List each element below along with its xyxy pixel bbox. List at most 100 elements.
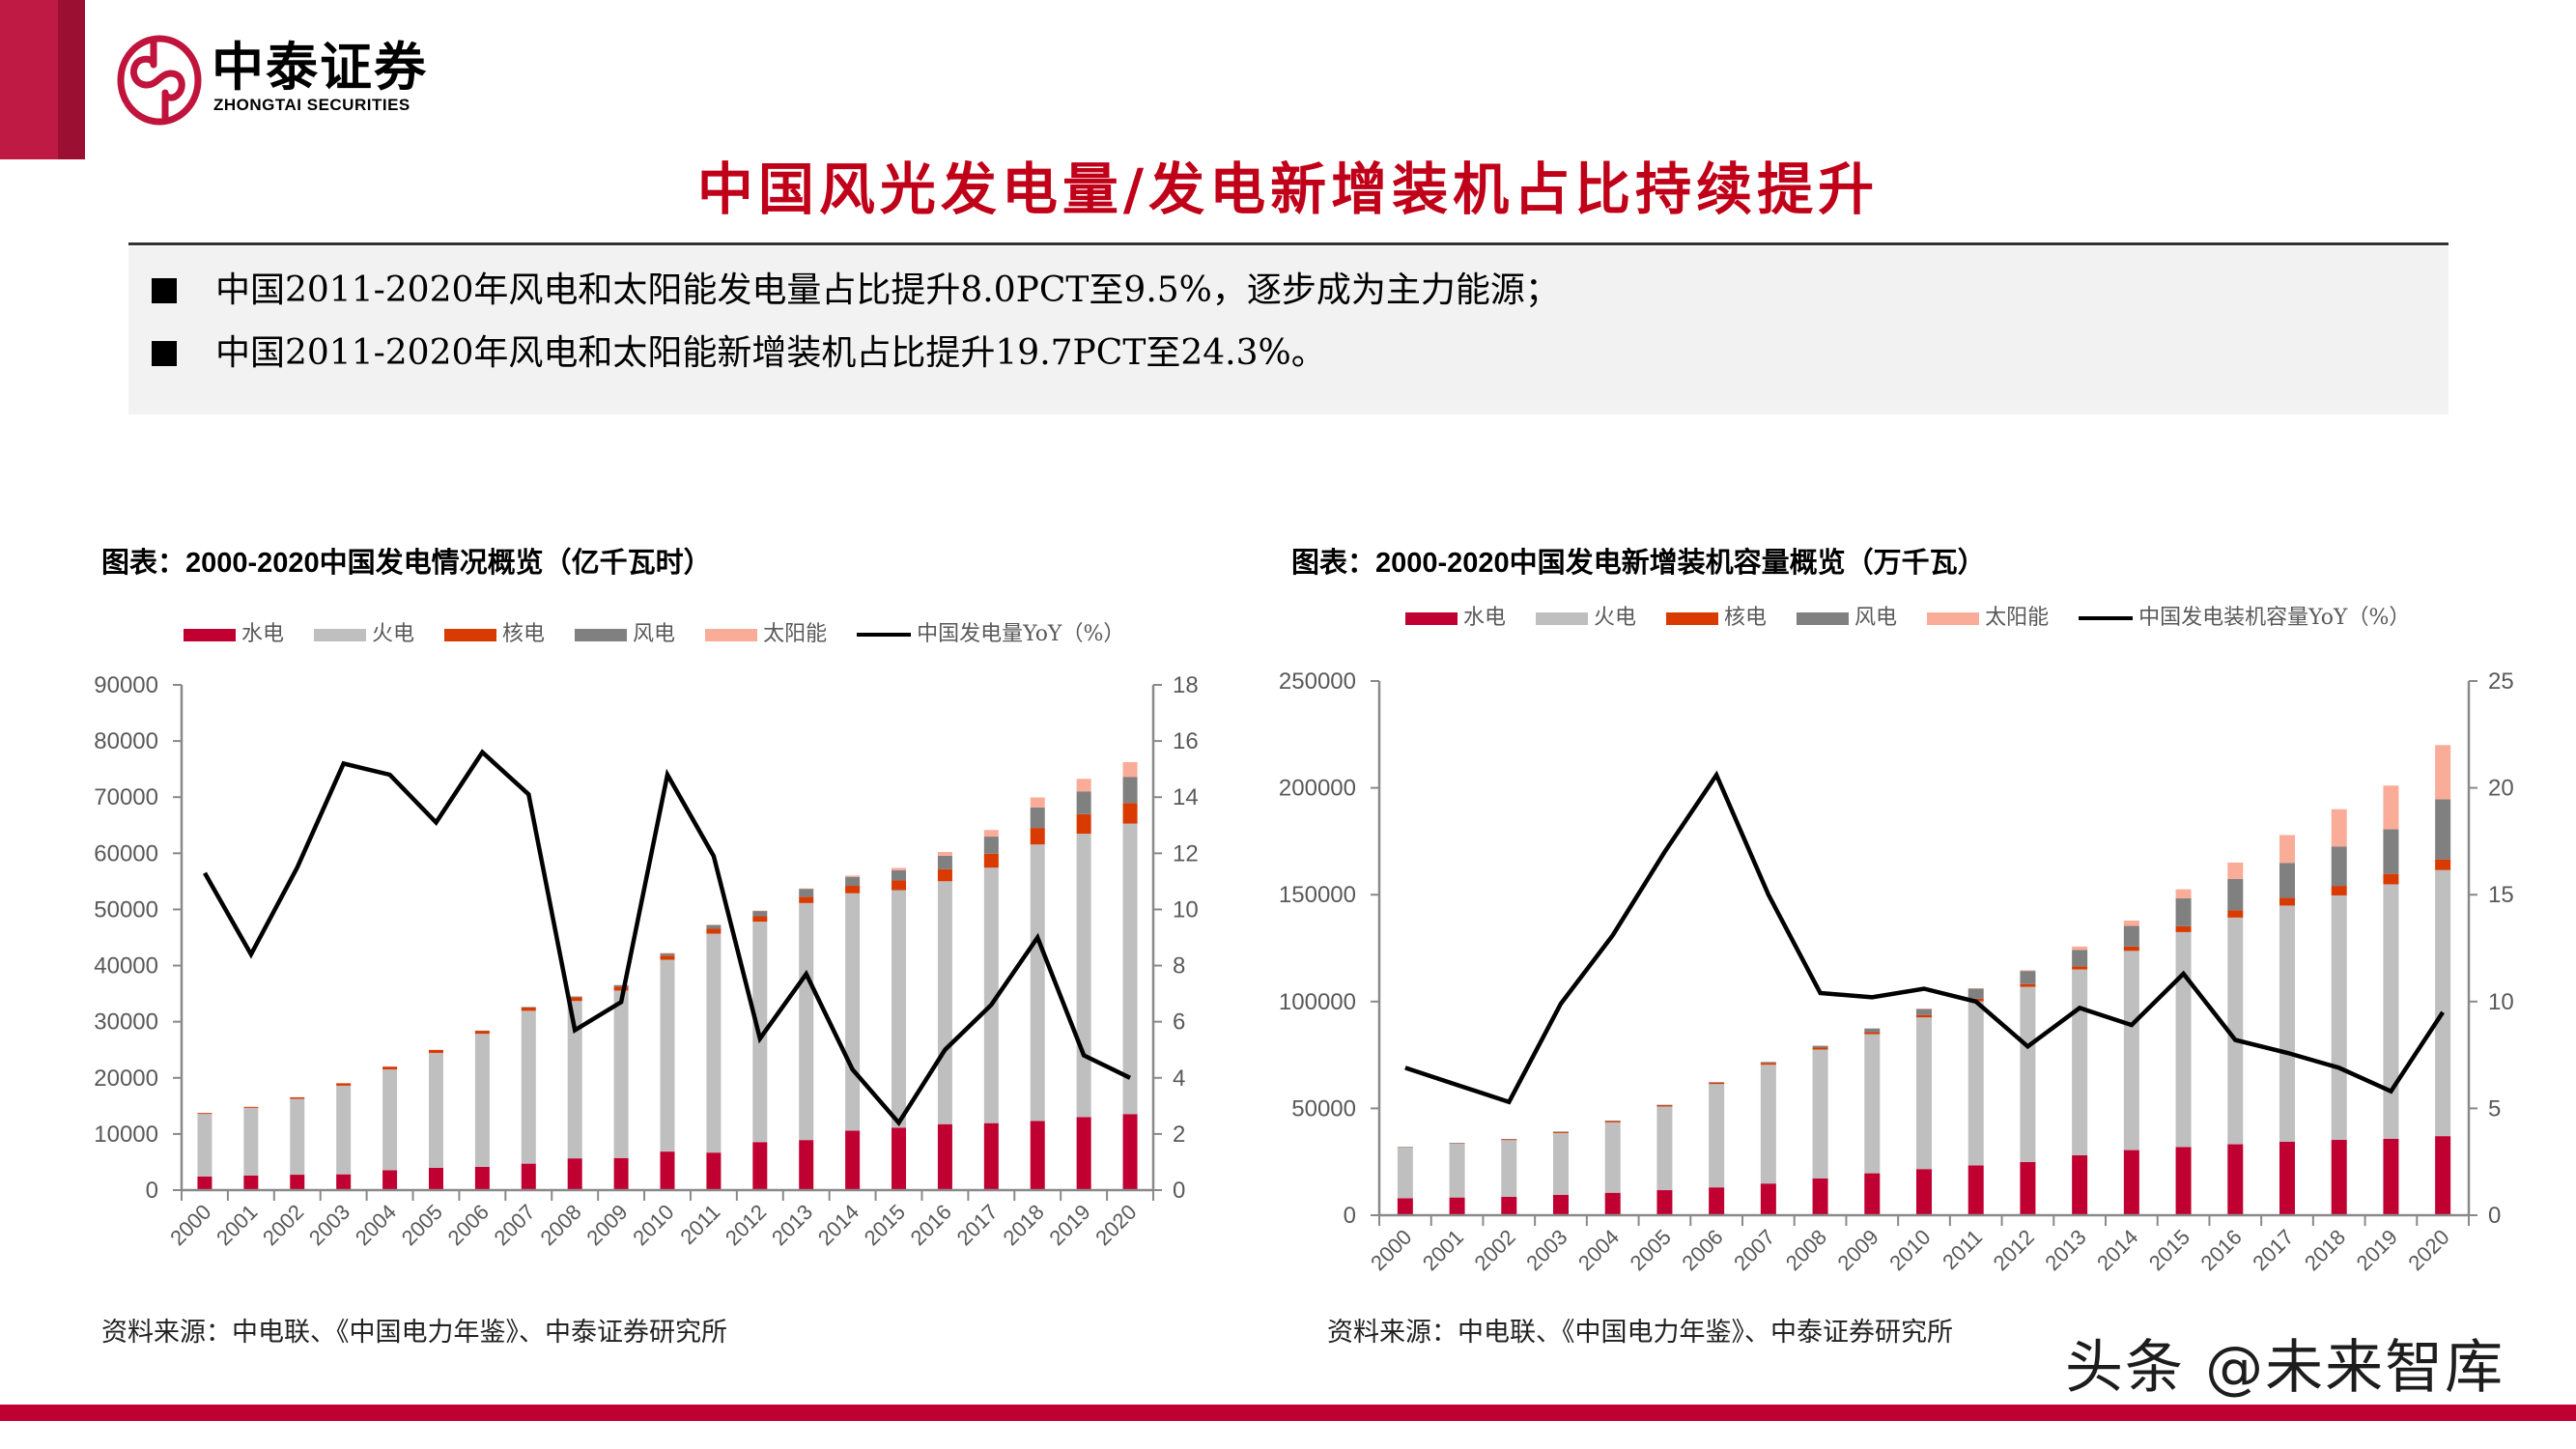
bar-segment xyxy=(1449,1143,1465,1144)
bar-segment xyxy=(2072,1154,2088,1215)
bar-segment xyxy=(752,910,768,917)
legend-item-nuclear: 核电 xyxy=(1666,607,1767,630)
bar-segment xyxy=(799,896,814,903)
legend-swatch-solar xyxy=(705,628,758,641)
x-tick-label: 2018 xyxy=(2300,1225,2350,1275)
bar-segment xyxy=(1030,797,1045,808)
yoy-line xyxy=(203,749,1131,1127)
bar-segment xyxy=(1967,988,1984,989)
bar-segment xyxy=(521,1007,536,1011)
y-tick-label: 50000 xyxy=(94,896,158,923)
y2-tick-label: 8 xyxy=(1173,953,1185,980)
legend-item-hydro: 水电 xyxy=(1405,607,1506,630)
bar-segment xyxy=(1760,1062,1776,1064)
bar-segment xyxy=(243,1107,259,1176)
bar-segment xyxy=(1397,1147,1413,1199)
bar-segment xyxy=(2123,946,2139,952)
bar-segment xyxy=(2072,969,2088,1155)
bar-segment xyxy=(567,997,582,1002)
bar-segment xyxy=(613,990,629,1158)
bar-segment xyxy=(1812,1049,1828,1179)
legend-swatch-hydro xyxy=(184,628,236,641)
bar-segment xyxy=(1967,1001,1984,1166)
bar-segment xyxy=(1656,1104,1673,1106)
bar-segment xyxy=(1709,1082,1725,1083)
y-tick-label: 70000 xyxy=(94,784,158,810)
bar-segment xyxy=(2020,983,2036,987)
legend-item-solar: 太阳能 xyxy=(1927,607,2049,630)
legend-label: 风电 xyxy=(633,622,676,646)
x-tick-label: 2000 xyxy=(1366,1225,1416,1275)
bar-segment xyxy=(613,984,629,987)
bar-segment xyxy=(799,1140,814,1190)
y2-tick-label: 10 xyxy=(1173,896,1199,923)
bar-segment xyxy=(2123,925,2139,947)
bar-segment xyxy=(2279,863,2295,898)
bar-segment xyxy=(521,1010,536,1164)
bar-segment xyxy=(2383,873,2399,885)
legend-swatch-nuclear xyxy=(444,628,497,641)
y2-tick-label: 12 xyxy=(1173,840,1199,867)
x-tick-label: 2013 xyxy=(2040,1225,2090,1275)
bar-segment xyxy=(2383,884,2399,1139)
bar-segment xyxy=(290,1098,305,1176)
bar-segment xyxy=(706,924,722,925)
bar-segment xyxy=(1709,1084,1725,1188)
bar-segment xyxy=(2227,917,2244,1145)
y-tick-label: 150000 xyxy=(1279,882,1356,908)
bar-segment xyxy=(2072,946,2088,951)
bar-segment xyxy=(1076,779,1091,792)
x-tick-label: 2001 xyxy=(1418,1225,1468,1275)
bar-segment xyxy=(1967,988,1984,999)
bar-segment xyxy=(2227,878,2244,911)
bar-segment xyxy=(2279,897,2295,906)
bar-segment xyxy=(1449,1197,1465,1215)
x-tick-label: 2011 xyxy=(1938,1225,1987,1274)
y-tick-label: 50000 xyxy=(1291,1095,1356,1122)
bar-segment xyxy=(521,1007,536,1008)
x-tick-label: 2002 xyxy=(1470,1225,1520,1275)
legend-item-solar: 太阳能 xyxy=(705,623,827,646)
bar-segment xyxy=(1553,1131,1569,1133)
bar-segment xyxy=(336,1174,352,1190)
y2-tick-label: 0 xyxy=(1173,1178,1185,1204)
legend-label: 火电 xyxy=(1594,606,1637,630)
x-tick-label: 2004 xyxy=(1573,1225,1624,1275)
bar-segment xyxy=(1030,1121,1045,1190)
bar-segment xyxy=(1501,1140,1517,1197)
bar-segment xyxy=(1916,1169,1932,1215)
bar-segment xyxy=(2383,829,2399,874)
bar-segment xyxy=(752,1142,768,1190)
bar-segment xyxy=(2435,745,2451,800)
bar-segment xyxy=(382,1170,398,1190)
bar-segment xyxy=(2175,1147,2192,1215)
bar-segment xyxy=(845,875,861,877)
x-tick-label: 2010 xyxy=(1884,1225,1935,1275)
bar-segment xyxy=(2331,886,2347,895)
brand-name-en: ZHONGTAI SECURITIES xyxy=(213,96,410,114)
bar-segment xyxy=(521,1163,536,1190)
bar-segment xyxy=(983,1122,999,1190)
bar-segment xyxy=(1656,1190,1673,1215)
bar-segment xyxy=(2279,835,2295,864)
x-tick-label: 2003 xyxy=(1521,1225,1571,1275)
legend-label: 太阳能 xyxy=(1985,606,2050,630)
chart-source-capacity: 资料来源：中电联、《中国电力年鉴》、中泰证券研究所 xyxy=(1327,1318,1953,1348)
bar-segment xyxy=(336,1083,352,1086)
bar-segment xyxy=(1916,1017,1932,1170)
bar-segment xyxy=(2175,925,2192,932)
bar-segment xyxy=(2435,1136,2451,1215)
bar-segment xyxy=(382,1069,398,1171)
bar-segment xyxy=(983,830,999,838)
bar-segment xyxy=(1656,1104,1673,1107)
bar-segment xyxy=(845,886,861,894)
y-tick-label: 60000 xyxy=(94,840,158,867)
bar-segment xyxy=(1604,1122,1621,1193)
bar-segment xyxy=(2331,846,2347,887)
bar-segment xyxy=(752,916,768,923)
bar-segment xyxy=(1076,1117,1091,1190)
bar-segment xyxy=(1760,1063,1776,1065)
y-tick-label: 200000 xyxy=(1279,776,1356,802)
bar-segment xyxy=(1864,1032,1881,1035)
